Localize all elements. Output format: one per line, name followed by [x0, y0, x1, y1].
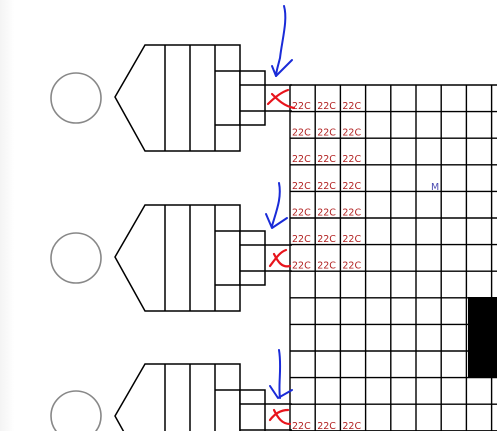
cell-label: 22C	[292, 234, 311, 245]
blue-arrow-annotation	[275, 5, 287, 77]
cell-label: 22C	[317, 101, 336, 112]
red-mark-annotation	[272, 408, 292, 426]
grid-labels: 22C 22C 22C 22C 22C 22C 22C 22C 22C 22C 22C 22C 22C 2…	[292, 101, 439, 431]
cell-label: 22C	[292, 101, 311, 112]
cell-label: 22C	[342, 154, 361, 165]
equipment-unit-1	[50, 44, 292, 152]
unit-body	[114, 363, 241, 431]
page-left-edge	[0, 0, 14, 431]
unit-circle	[50, 390, 102, 431]
seat-grid	[289, 84, 497, 431]
blocked-area	[468, 297, 497, 377]
cell-label: 22C	[317, 154, 336, 165]
red-mark-annotation	[266, 88, 290, 106]
cell-label: 22C	[317, 421, 336, 431]
cell-label: 22C	[342, 234, 361, 245]
cell-label: 22C	[342, 207, 361, 218]
blue-arrow-head	[269, 385, 293, 399]
cell-label: 22C	[317, 207, 336, 218]
cell-label: 22C	[342, 101, 361, 112]
cell-label: 22C	[342, 128, 361, 139]
cell-label: 22C	[292, 421, 311, 431]
unit-connector	[239, 230, 266, 286]
cell-label: 22C	[317, 128, 336, 139]
unit-connector	[239, 70, 266, 126]
blue-arrow-head	[265, 213, 288, 229]
unit-body	[114, 44, 241, 152]
red-mark-annotation	[270, 92, 296, 110]
cell-label: 22C	[292, 207, 311, 218]
equipment-unit-2	[50, 204, 292, 312]
blue-arrow-annotation	[278, 349, 282, 399]
blue-arrow-head	[271, 59, 293, 77]
equipment-unit-3	[50, 363, 292, 431]
cell-label: 22C	[292, 261, 311, 272]
unit-circle	[50, 72, 102, 124]
middle-marker-label: M	[431, 182, 439, 193]
hand-annotations	[265, 5, 296, 426]
cell-label: 22C	[292, 154, 311, 165]
cell-label: 22C	[317, 234, 336, 245]
red-mark-annotation	[272, 252, 292, 268]
blue-arrow-annotation	[271, 182, 281, 227]
unit-connector	[239, 389, 266, 431]
cell-label: 22C	[292, 181, 311, 192]
cell-label: 22C	[317, 261, 336, 272]
cell-label: 22C	[292, 128, 311, 139]
cell-label: 22C	[342, 261, 361, 272]
cell-label: 22C	[342, 181, 361, 192]
cell-label: 22C	[342, 421, 361, 431]
unit-circle	[50, 232, 102, 284]
red-mark-annotation	[268, 408, 290, 422]
cell-label: 22C	[317, 181, 336, 192]
unit-body	[114, 204, 241, 312]
units-layer	[50, 44, 292, 431]
red-mark-annotation	[268, 248, 288, 268]
